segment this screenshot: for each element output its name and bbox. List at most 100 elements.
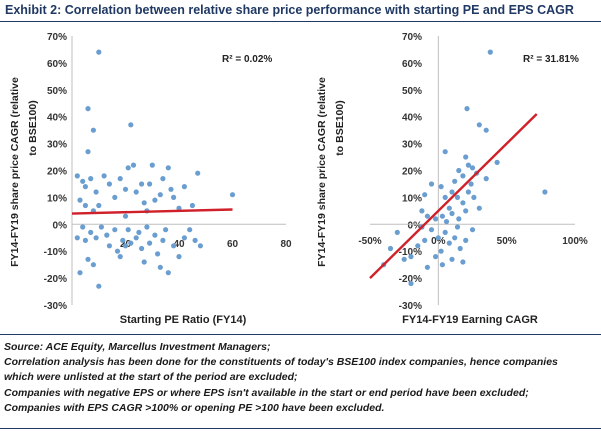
data-point bbox=[125, 165, 131, 171]
data-point bbox=[130, 162, 137, 168]
y-tick-label: 70% bbox=[402, 32, 422, 43]
data-point bbox=[104, 232, 110, 238]
data-point bbox=[463, 208, 469, 214]
data-point bbox=[469, 165, 476, 171]
y-tick-label: 50% bbox=[47, 86, 67, 97]
y-tick-label: 40% bbox=[402, 113, 422, 124]
data-point bbox=[192, 237, 198, 243]
exhibit-header: Exhibit 2: Correlation between relative … bbox=[0, 0, 601, 22]
y-axis-title: FY14-FY19 share price CAGR (relative bbox=[316, 77, 328, 267]
data-point bbox=[197, 243, 203, 249]
footnote-scope-1: Correlation analysis has been done for t… bbox=[4, 356, 558, 369]
data-point bbox=[443, 219, 450, 225]
data-point bbox=[80, 178, 86, 184]
data-point bbox=[401, 256, 407, 262]
data-point bbox=[139, 181, 145, 187]
x-tick-label: 80 bbox=[280, 239, 292, 250]
data-point bbox=[442, 194, 448, 200]
data-point bbox=[454, 194, 461, 200]
data-point bbox=[446, 240, 452, 246]
data-point bbox=[394, 229, 400, 235]
data-point bbox=[195, 170, 201, 176]
y-tick-label: 20% bbox=[402, 167, 422, 178]
data-point bbox=[189, 202, 195, 209]
data-point bbox=[82, 202, 88, 209]
data-point bbox=[457, 245, 463, 252]
y-tick-label: 10% bbox=[402, 193, 422, 204]
data-point bbox=[133, 235, 139, 241]
data-point bbox=[160, 237, 166, 243]
x-tick-label: 0% bbox=[431, 236, 446, 247]
x-tick-label: 100% bbox=[562, 236, 588, 247]
y-tick-label: 30% bbox=[47, 140, 67, 151]
y-tick-label: -30% bbox=[44, 301, 67, 312]
data-point bbox=[181, 235, 187, 241]
data-point bbox=[96, 202, 102, 209]
data-point bbox=[85, 149, 91, 155]
data-point bbox=[476, 205, 482, 211]
y-tick-label: 0% bbox=[53, 220, 68, 231]
y-tick-label: -10% bbox=[44, 247, 67, 258]
data-point bbox=[96, 49, 102, 55]
data-point bbox=[82, 237, 88, 243]
data-point bbox=[122, 243, 129, 249]
data-point bbox=[98, 224, 104, 230]
data-point bbox=[155, 251, 161, 257]
data-point bbox=[125, 227, 131, 233]
data-point bbox=[147, 240, 153, 246]
data-point bbox=[465, 162, 471, 168]
y-tick-label: 50% bbox=[402, 86, 422, 97]
data-point bbox=[438, 248, 444, 254]
data-point bbox=[483, 127, 489, 133]
footnotes: Source: ACE Equity, Marcellus Investment… bbox=[4, 340, 596, 416]
data-point bbox=[469, 227, 476, 233]
data-point bbox=[112, 227, 118, 233]
data-point bbox=[88, 229, 94, 235]
data-point bbox=[152, 232, 158, 238]
x-tick-label: 50% bbox=[497, 236, 517, 247]
data-point bbox=[120, 237, 126, 243]
data-point bbox=[133, 189, 139, 195]
x-axis-title: Starting PE Ratio (FY14) bbox=[120, 314, 247, 326]
chart-pe-vs-price: 70%60%50%40%30%20%10%0%-10%-20%-30%20406… bbox=[9, 32, 292, 326]
data-point bbox=[433, 254, 439, 260]
data-point bbox=[74, 173, 80, 179]
y-tick-label: 60% bbox=[47, 59, 67, 70]
data-point bbox=[122, 186, 129, 192]
data-point bbox=[80, 224, 86, 230]
y-axis-title: FY14-FY19 share price CAGR (relative bbox=[9, 77, 21, 267]
data-point bbox=[101, 173, 107, 179]
trendline bbox=[71, 208, 233, 215]
data-point bbox=[452, 235, 458, 241]
data-point bbox=[449, 210, 455, 217]
data-point bbox=[460, 200, 466, 206]
data-point bbox=[90, 262, 96, 268]
data-point bbox=[152, 197, 158, 203]
data-point bbox=[471, 194, 477, 200]
data-point bbox=[74, 235, 80, 241]
data-point bbox=[456, 167, 462, 174]
trendline bbox=[369, 113, 538, 279]
footnote-eps-exclusion: Companies with negative EPS or where EPS… bbox=[4, 386, 529, 399]
data-point bbox=[128, 122, 134, 128]
y-tick-label: 40% bbox=[47, 113, 67, 124]
data-point bbox=[463, 237, 469, 243]
chart-eps-vs-price: 70% 60% 50% 40% 30% 20% 10% 0% -10% -20% -30% -50% 0… bbox=[316, 32, 588, 326]
data-point bbox=[449, 256, 455, 262]
data-point bbox=[428, 181, 435, 187]
data-point bbox=[136, 229, 142, 235]
y-tick-label: 30% bbox=[402, 140, 422, 151]
data-point bbox=[144, 224, 150, 230]
y-tick-label: 10% bbox=[47, 193, 67, 204]
data-point bbox=[157, 192, 163, 198]
y-tick-label: 0% bbox=[408, 220, 423, 231]
data-point bbox=[77, 197, 83, 203]
data-point bbox=[157, 264, 163, 270]
y-tick-label: 70% bbox=[47, 32, 67, 43]
data-point bbox=[128, 240, 134, 246]
data-point bbox=[408, 254, 414, 260]
data-point bbox=[82, 184, 88, 190]
data-point bbox=[463, 154, 469, 160]
data-point bbox=[446, 205, 452, 211]
data-point bbox=[464, 106, 470, 112]
